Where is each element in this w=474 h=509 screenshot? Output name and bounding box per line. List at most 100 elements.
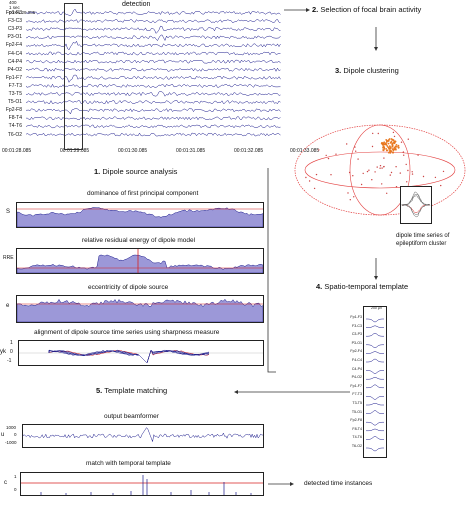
dipole-cluster-plot (294, 124, 466, 216)
template-trace (366, 402, 384, 406)
step5-label: Template matching (104, 386, 168, 395)
dipole-point (386, 192, 388, 194)
cluster-point (388, 145, 391, 148)
template-channel-label: F7-T3 (352, 392, 362, 397)
beamformer-plot (22, 424, 264, 448)
cluster-point (388, 151, 390, 154)
template-trace (366, 377, 384, 380)
eeg-trace (26, 116, 281, 121)
cluster-point (382, 149, 385, 152)
dipole-point (402, 151, 405, 153)
dipole-point (335, 153, 337, 155)
align-ylabel: yk (0, 349, 6, 355)
eeg-trace (26, 124, 281, 129)
eeg-time-tick: 00:01:33.085 (290, 148, 320, 154)
cluster-point (385, 143, 388, 146)
template-channel-label: Fp1-F3 (350, 315, 362, 319)
match-tick-top: 1 (14, 474, 17, 479)
dipole-point (381, 183, 383, 185)
inset-series (401, 191, 431, 206)
cluster-point (381, 141, 383, 144)
eeg-channel-label: P3-O1 (7, 34, 22, 41)
template-trace (366, 436, 384, 440)
dipole-point (346, 143, 348, 145)
dipole-point (376, 166, 378, 168)
eeg-time-tick: 00:01:31.085 (176, 148, 206, 154)
rre-ylabel: RRE (3, 255, 14, 261)
match-title: match with temporal template (86, 460, 171, 467)
dipole-point (353, 196, 355, 198)
template-trace (366, 447, 384, 452)
dominance-ylabel: S (6, 209, 11, 215)
eeg-trace (26, 25, 281, 34)
dipole-point (377, 132, 379, 135)
template-trace (366, 396, 384, 400)
dipole-point (381, 167, 383, 169)
eeg-channel-label: T5-O1 (7, 99, 22, 106)
template-trace (366, 384, 384, 389)
dipole-point (372, 132, 374, 135)
cluster-point (393, 148, 396, 151)
rre-title: relative residual energy of dipole model (82, 237, 196, 244)
inset-caption-line1: dipole time series of (396, 233, 450, 239)
align-plot (18, 340, 264, 366)
dipole-point (379, 165, 382, 167)
eeg-trace (26, 67, 281, 72)
dipole-point (354, 146, 356, 148)
step2-number: 2. (312, 5, 319, 14)
cluster-point (392, 151, 394, 154)
eeg-trace (26, 100, 281, 105)
eeg-trace (26, 59, 281, 64)
eeg-trace (26, 132, 281, 137)
eeg-trace (26, 107, 281, 115)
inset-series (401, 204, 431, 216)
template-channel-label: T3-T5 (352, 401, 362, 405)
dipole-point (417, 154, 419, 156)
match-ylabel: c (4, 480, 7, 486)
eeg-channel-label: F4-C4 (8, 50, 22, 57)
dipole-time-series-inset (400, 186, 432, 224)
cluster-point (394, 140, 396, 143)
step2-label: Selection of focal brain activity (320, 5, 422, 14)
eeg-trace (26, 91, 281, 97)
eeg-time-tick: 00:01:30.085 (118, 148, 148, 154)
beam-ylabel: u (1, 432, 5, 438)
eeg-trace (26, 74, 281, 83)
cluster-point (392, 139, 395, 142)
time-marker-label: 00:01:29.085 (9, 10, 36, 15)
template-trace (366, 344, 384, 349)
dipole-point (442, 170, 445, 173)
cluster-point (383, 142, 385, 145)
dipole-point (393, 135, 396, 138)
cluster-point (397, 144, 400, 147)
head-outline-outer (294, 124, 466, 216)
eeg-trace (26, 83, 281, 88)
dipole-point (313, 187, 316, 190)
step1-label: Dipole source analysis (102, 167, 178, 176)
dipole-point (390, 171, 393, 174)
cluster-point (387, 142, 390, 145)
cluster-point (389, 147, 392, 150)
step4-number: 4. (316, 282, 323, 291)
cluster-point (396, 145, 398, 148)
eeg-channel-label: C4-P4 (7, 58, 22, 65)
ecc-area (17, 298, 263, 322)
step4-label: Spatio-temporal template (324, 282, 409, 291)
dipole-point (411, 171, 413, 173)
cluster-point (392, 148, 394, 150)
step3-number: 3. (335, 66, 342, 75)
eeg-trace (26, 8, 281, 16)
inset-series (401, 195, 431, 207)
dipole-point (368, 169, 370, 171)
ecc-ylabel: e (6, 303, 10, 309)
dipole-point (389, 174, 391, 176)
dipole-point (371, 145, 374, 148)
dipole-point (315, 173, 318, 176)
cluster-point (392, 142, 394, 145)
ecc-plot (16, 295, 264, 323)
dominance-title: dominance of first principal component (87, 190, 199, 197)
match-tick-bot: 0 (14, 487, 17, 492)
head-outline-axial (304, 151, 456, 189)
eeg-traces (26, 8, 281, 137)
